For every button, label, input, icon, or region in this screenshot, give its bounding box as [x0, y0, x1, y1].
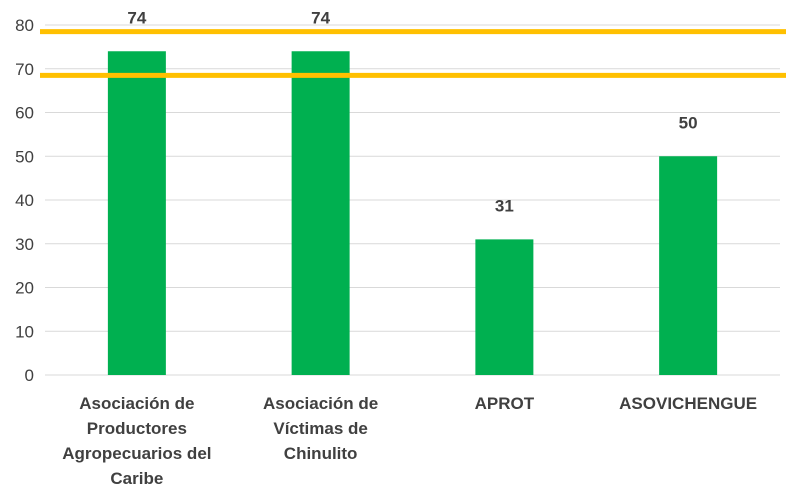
x-category-label-line: Asociación de: [262, 394, 379, 413]
x-category-label-line: Caribe: [110, 469, 164, 488]
bars: [107, 51, 718, 375]
x-category-label-line: Chinulito: [283, 444, 358, 463]
y-tick-label: 40: [15, 191, 34, 210]
y-tick-label: 50: [15, 147, 34, 166]
x-category-label: Asociación de Productores Agropecuarios de…: [42, 391, 232, 491]
x-category-label: ASOVICHENGUE: [593, 391, 783, 416]
x-category-label-line: Asociación de: [79, 394, 195, 413]
bar: [107, 51, 166, 375]
x-category-label-line: APROT: [474, 394, 535, 413]
gridlines: [45, 24, 780, 376]
x-category-label: APROT: [409, 391, 599, 416]
y-tick-label: 70: [15, 60, 34, 79]
y-tick-label: 30: [15, 235, 34, 254]
y-axis-tick-labels: 0 10 20 30 40 50 60 70 80: [15, 16, 34, 385]
x-category-label-line: ASOVICHENGUE: [619, 394, 758, 413]
reference-lines: [40, 29, 786, 78]
data-label: 50: [679, 113, 698, 132]
data-label: 74: [127, 8, 146, 27]
bar: [659, 156, 718, 375]
y-tick-label: 0: [25, 366, 34, 385]
y-tick-label: 80: [15, 16, 34, 35]
y-tick-label: 60: [15, 104, 34, 123]
x-category-label-line: Agropecuarios del: [62, 444, 212, 463]
data-labels: 74 74 31 50: [127, 8, 697, 215]
y-tick-label: 10: [15, 322, 34, 341]
x-category-label-line: Productores: [86, 419, 187, 438]
x-category-label: Asociación de Víctimas de Chinulito: [226, 391, 416, 466]
bar: [475, 239, 534, 375]
y-tick-label: 20: [15, 279, 34, 298]
data-label: 74: [311, 8, 330, 27]
x-category-label-line: Víctimas de: [273, 419, 368, 438]
data-label: 31: [495, 196, 514, 215]
bar: [291, 51, 350, 375]
